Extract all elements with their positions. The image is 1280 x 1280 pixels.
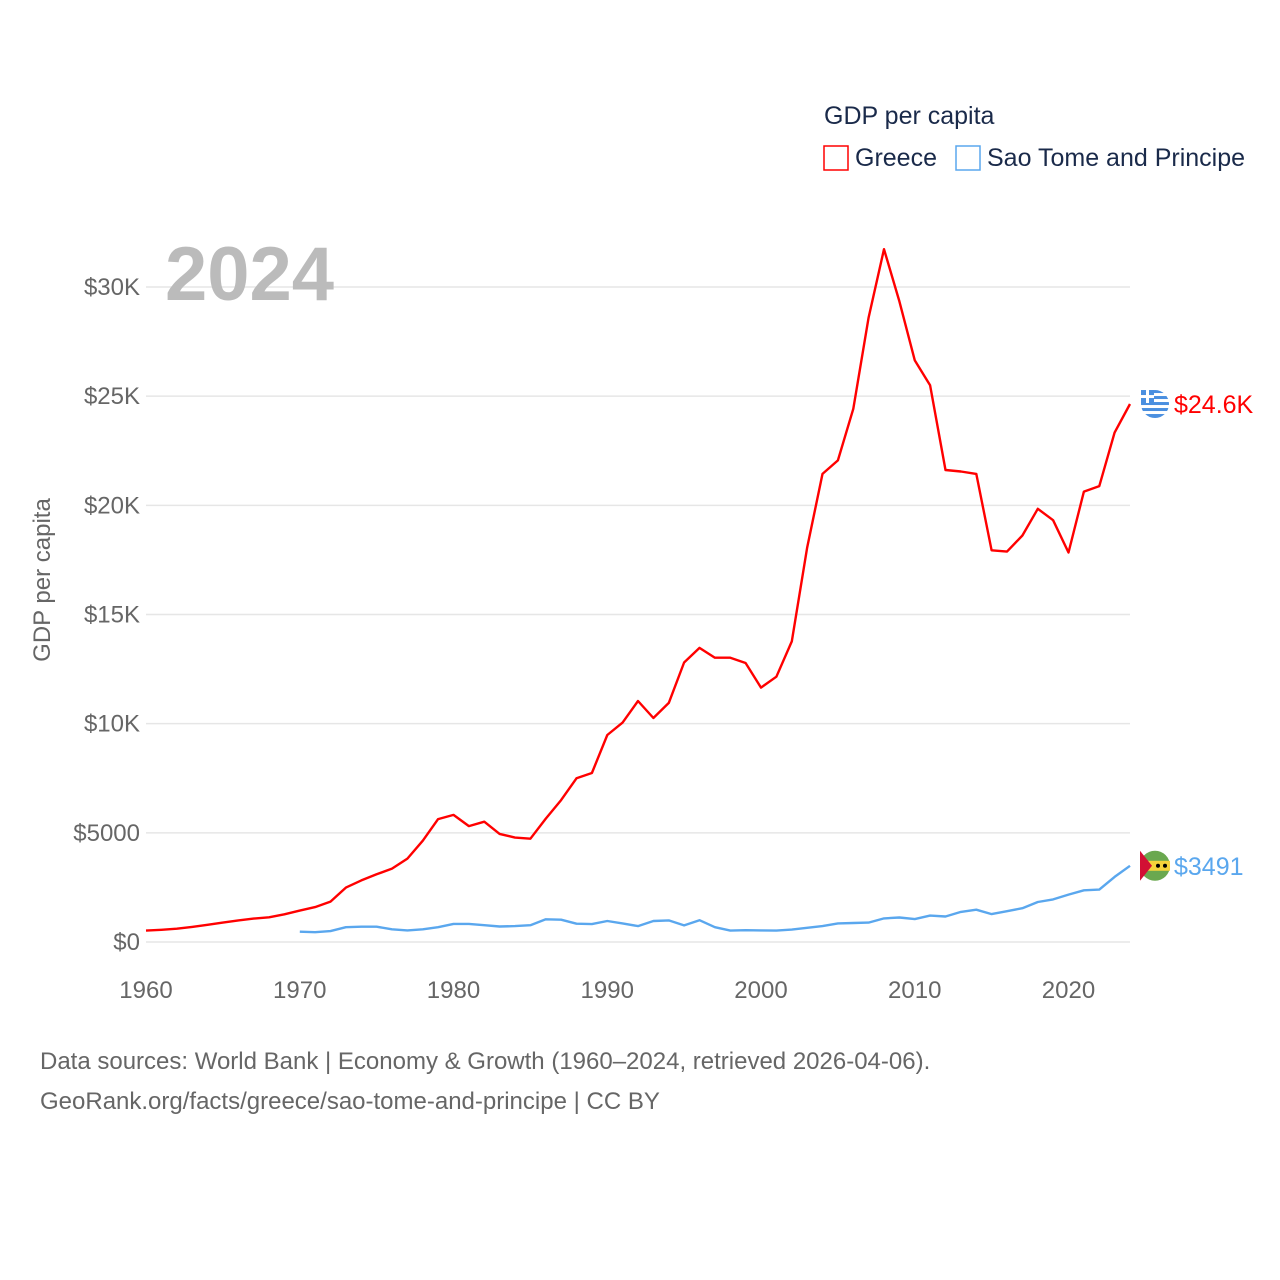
greece-flag-icon bbox=[1141, 390, 1169, 419]
series-lines bbox=[145, 247, 1132, 934]
y-tick-labels: $0 $5000 $10K $15K $20K $25K $30K bbox=[73, 274, 140, 956]
series-line-greece[interactable] bbox=[145, 247, 1132, 932]
legend: GDP per capita Greece Sao Tome and Princ… bbox=[823, 102, 1245, 172]
gridlines bbox=[146, 286, 1130, 943]
end-labels: $24.6K $3491 bbox=[1140, 390, 1254, 881]
legend-title: GDP per capita bbox=[824, 102, 995, 130]
series-line-sao-tome[interactable] bbox=[299, 864, 1131, 934]
y-tick-label: $10K bbox=[84, 711, 140, 738]
year-label: 2024 bbox=[165, 232, 334, 317]
x-tick-label: 1960 bbox=[119, 977, 172, 1004]
y-tick-label: $30K bbox=[84, 274, 140, 301]
x-tick-label: 2000 bbox=[734, 977, 787, 1004]
y-tick-label: $25K bbox=[84, 383, 140, 410]
y-tick-label: $5000 bbox=[73, 820, 140, 847]
y-tick-label: $15K bbox=[84, 602, 140, 629]
x-tick-labels: 1960 1970 1980 1990 2000 2010 2020 bbox=[119, 977, 1095, 1004]
sao-tome-flag-icon bbox=[1140, 850, 1170, 881]
end-value-label: $24.6K bbox=[1174, 391, 1254, 419]
source-line-1: Data sources: World Bank | Economy & Gro… bbox=[40, 1048, 931, 1075]
x-tick-label: 1980 bbox=[427, 977, 480, 1004]
x-tick-label: 1990 bbox=[581, 977, 634, 1004]
legend-swatch-sao-tome[interactable] bbox=[955, 145, 981, 171]
x-tick-label: 1970 bbox=[273, 977, 326, 1004]
y-tick-label: $20K bbox=[84, 492, 140, 519]
legend-label-greece[interactable]: Greece bbox=[855, 144, 937, 172]
source-line-2[interactable]: GeoRank.org/facts/greece/sao-tome-and-pr… bbox=[40, 1088, 660, 1115]
y-tick-label: $0 bbox=[113, 929, 140, 956]
y-axis-label: GDP per capita bbox=[29, 498, 56, 662]
x-tick-label: 2020 bbox=[1042, 977, 1095, 1004]
data-source-note: Data sources: World Bank | Economy & Gro… bbox=[40, 1042, 930, 1122]
legend-label-sao-tome[interactable]: Sao Tome and Principe bbox=[987, 144, 1245, 172]
x-tick-label: 2010 bbox=[888, 977, 941, 1004]
end-value-label: $3491 bbox=[1174, 853, 1244, 881]
legend-swatch-greece[interactable] bbox=[823, 145, 849, 171]
